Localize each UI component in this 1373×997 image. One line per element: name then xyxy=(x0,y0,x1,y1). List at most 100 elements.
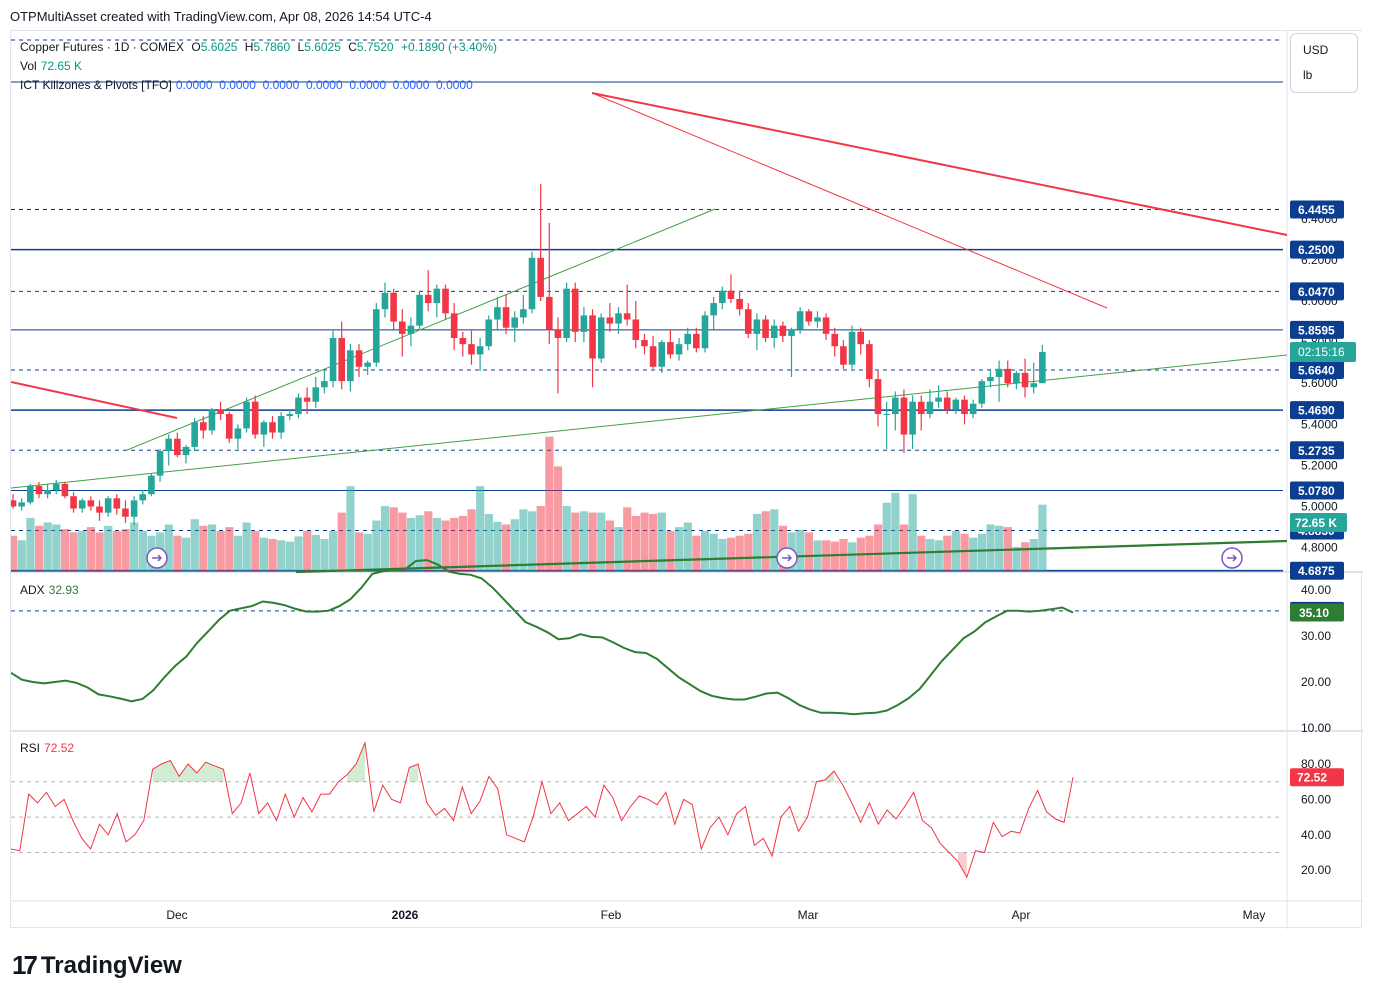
rsi-tick-label: 60.00 xyxy=(1301,792,1331,806)
candle-body xyxy=(831,333,839,347)
candle-body xyxy=(961,399,968,415)
candle-body xyxy=(442,288,449,314)
volume-bar xyxy=(943,535,952,572)
price-level-label: 5.2735 xyxy=(1298,444,1335,458)
candle-body xyxy=(719,290,726,304)
volume-bar xyxy=(441,520,450,572)
candle-body xyxy=(848,331,856,365)
candle-body xyxy=(892,397,899,415)
volume-bar xyxy=(562,506,571,572)
chart-canvas[interactable]: 6.40006.20006.00005.80005.60005.40005.20… xyxy=(9,31,1363,929)
candle-body xyxy=(321,381,328,388)
volume-bar xyxy=(977,533,986,572)
volume-bar xyxy=(545,436,554,572)
candle-body xyxy=(9,500,17,507)
candle-body xyxy=(978,381,986,404)
currency-label[interactable]: USD xyxy=(1303,43,1329,57)
candle-body xyxy=(234,428,242,439)
ict-values: 0.0000 0.0000 0.0000 0.0000 0.0000 0.000… xyxy=(175,78,473,92)
volume-bar xyxy=(233,535,243,572)
candle-body xyxy=(130,500,138,517)
volume-bar xyxy=(614,527,623,572)
volume-bar xyxy=(355,532,364,572)
volume-bar xyxy=(519,509,528,572)
volume-bar xyxy=(380,506,390,572)
volume-bar xyxy=(372,520,381,572)
currency-unit-selector[interactable]: USD lb xyxy=(1290,33,1358,93)
volume-bar xyxy=(752,513,762,572)
unit-label[interactable]: lb xyxy=(1303,68,1313,82)
candle-body xyxy=(909,401,916,435)
volume-bar xyxy=(190,519,199,572)
candle-body xyxy=(969,403,977,415)
volume-bar xyxy=(337,512,346,572)
adx-value-tag xyxy=(1290,603,1344,622)
volume-bar xyxy=(346,486,355,572)
candle-body xyxy=(390,292,397,322)
candle-body xyxy=(987,377,994,382)
volume-bar xyxy=(675,527,684,572)
volume-bar xyxy=(389,507,398,572)
candle-body xyxy=(537,257,544,297)
volume-bar xyxy=(770,509,779,572)
volume-bar xyxy=(718,539,727,572)
rsi-value: 72.52 xyxy=(44,741,75,755)
volume-bar xyxy=(60,529,70,572)
candle-body xyxy=(416,294,423,326)
candle-body xyxy=(191,422,198,447)
open-value: 5.6025 xyxy=(200,40,238,54)
x-axis-label: 2026 xyxy=(392,908,419,922)
price-pane[interactable] xyxy=(11,31,1363,572)
volume-tag xyxy=(1290,513,1347,532)
candle-body xyxy=(727,290,735,299)
price-level-tag xyxy=(1290,240,1344,259)
volume-bar xyxy=(69,532,78,572)
volume-bar xyxy=(536,506,545,572)
ict-label: ICT Killzones & Pivots [TFO] xyxy=(20,78,172,92)
volume-bar xyxy=(1038,504,1047,572)
volume-bar xyxy=(623,507,632,572)
candle-body xyxy=(770,325,778,338)
candle-body xyxy=(744,309,752,334)
volume-bar xyxy=(432,517,442,572)
volume-bar xyxy=(294,536,303,572)
price-level-label: 5.6640 xyxy=(1298,364,1335,378)
volume-bar xyxy=(874,524,883,572)
candle-body xyxy=(44,490,51,495)
candle-body xyxy=(943,397,951,410)
volume-bar xyxy=(709,533,718,572)
candle-body xyxy=(546,296,553,330)
x-axis-label: Mar xyxy=(798,908,819,922)
candle-body xyxy=(779,325,787,336)
price-level-tag xyxy=(1290,320,1344,339)
rsi-value-tag-label: 72.52 xyxy=(1297,771,1327,785)
candle-body xyxy=(606,317,614,324)
red-trendline-left xyxy=(10,381,178,419)
price-level-tag xyxy=(1290,361,1344,380)
volume-bar xyxy=(259,537,269,572)
candle-body xyxy=(597,317,605,359)
volume-bar xyxy=(735,535,744,572)
candle-body xyxy=(563,288,570,338)
volume-bar xyxy=(34,525,44,572)
volume-bar xyxy=(969,537,978,572)
chart-frame[interactable]: 6.40006.20006.00005.80005.60005.40005.20… xyxy=(9,30,1363,929)
candle-body xyxy=(840,346,847,365)
volume-bar xyxy=(640,512,649,572)
candle-body xyxy=(883,414,890,416)
candle-body xyxy=(329,337,337,382)
volume-bar xyxy=(43,522,52,572)
volume-bar xyxy=(9,535,18,572)
price-level-tag xyxy=(1290,481,1344,500)
volume-bar xyxy=(476,486,485,572)
tradingview-logo: 17 TradingView xyxy=(12,950,182,981)
candle-body xyxy=(87,500,95,507)
adx-tick-label: 20.00 xyxy=(1301,675,1331,689)
x-axis-label: Apr xyxy=(1012,908,1031,922)
rsi-zone-fill xyxy=(347,742,365,782)
adx-legend: ADX 32.93 xyxy=(20,583,83,597)
price-level-label: 6.0470 xyxy=(1298,285,1335,299)
red-trendline-thin xyxy=(591,92,1108,309)
candle-body xyxy=(122,508,129,517)
candle-body xyxy=(208,409,216,431)
